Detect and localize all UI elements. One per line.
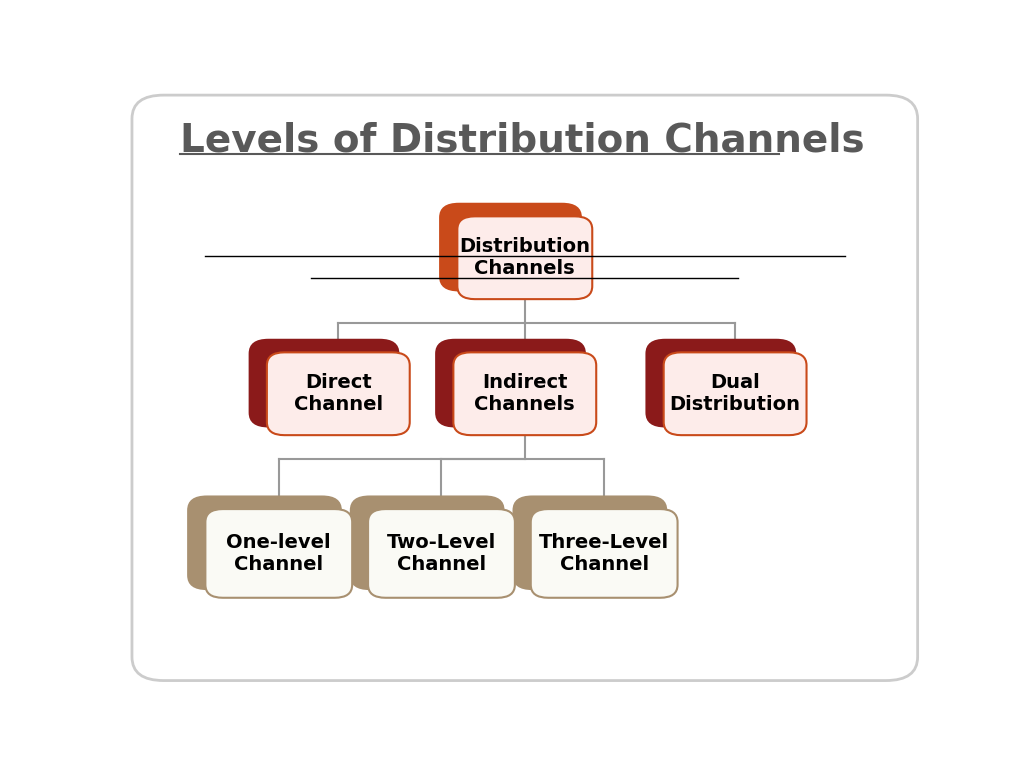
FancyBboxPatch shape bbox=[454, 353, 596, 435]
Text: Three-Level
Channel: Three-Level Channel bbox=[539, 533, 670, 574]
Text: Direct
Channel: Direct Channel bbox=[294, 373, 383, 414]
Text: Levels of Distribution Channels: Levels of Distribution Channels bbox=[179, 121, 864, 160]
FancyBboxPatch shape bbox=[350, 495, 505, 590]
FancyBboxPatch shape bbox=[458, 217, 592, 299]
FancyBboxPatch shape bbox=[439, 203, 582, 291]
FancyBboxPatch shape bbox=[530, 509, 678, 598]
Text: Indirect
Channels: Indirect Channels bbox=[474, 373, 575, 414]
Text: Dual
Distribution: Dual Distribution bbox=[670, 373, 801, 414]
FancyBboxPatch shape bbox=[645, 339, 797, 428]
FancyBboxPatch shape bbox=[206, 509, 352, 598]
Text: Distribution
Channels: Distribution Channels bbox=[460, 237, 590, 278]
Text: One-level
Channel: One-level Channel bbox=[226, 533, 331, 574]
FancyBboxPatch shape bbox=[187, 495, 342, 590]
FancyBboxPatch shape bbox=[267, 353, 410, 435]
FancyBboxPatch shape bbox=[664, 353, 807, 435]
FancyBboxPatch shape bbox=[249, 339, 399, 428]
Text: Two-Level
Channel: Two-Level Channel bbox=[387, 533, 496, 574]
FancyBboxPatch shape bbox=[132, 95, 918, 680]
FancyBboxPatch shape bbox=[435, 339, 586, 428]
FancyBboxPatch shape bbox=[368, 509, 515, 598]
FancyBboxPatch shape bbox=[512, 495, 668, 590]
